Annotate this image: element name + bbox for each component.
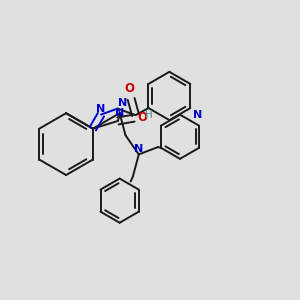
Text: H: H bbox=[145, 110, 153, 120]
Text: N: N bbox=[193, 110, 202, 120]
Text: O: O bbox=[138, 111, 148, 124]
Text: N: N bbox=[115, 108, 124, 118]
Text: N: N bbox=[96, 104, 106, 114]
Text: N: N bbox=[118, 98, 128, 108]
Text: O: O bbox=[125, 82, 135, 95]
Text: N: N bbox=[134, 143, 143, 154]
